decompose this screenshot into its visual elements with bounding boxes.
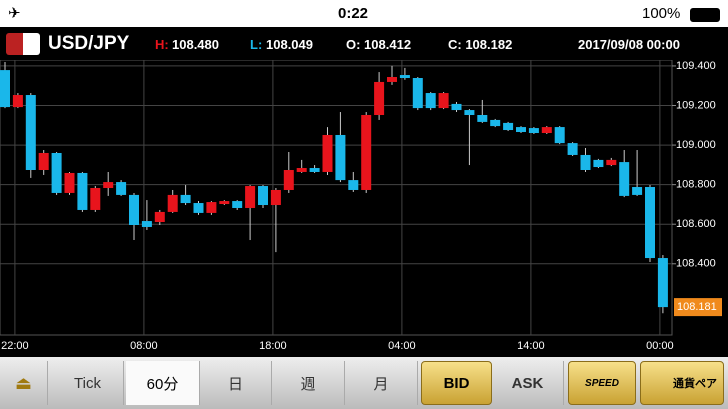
candle-body [645,187,655,259]
month-button[interactable]: 月 [345,361,418,405]
candle-body [12,95,23,108]
x-tick-label: 00:00 [646,340,674,352]
candle-body [167,194,178,212]
candle-body [399,75,410,79]
high: 108.480 [172,37,219,52]
candle-body [90,188,101,210]
candle-body [374,81,385,115]
y-tick-label: 108.800 [676,179,716,191]
flag-icon [6,33,40,55]
low-label: L: [250,37,263,52]
battery-icon [690,8,720,22]
candle-body [541,127,552,134]
datetime: 2017/09/08 00:00 [578,37,680,52]
candle-body [283,170,294,190]
low: 108.049 [266,37,313,52]
battery-text: 100% [642,5,681,22]
candle-body [129,194,139,225]
clock: 0:22 [338,5,369,22]
x-tick-label: 22:00 [1,340,29,352]
candle-body [322,134,333,172]
candle-body [348,180,359,190]
candle-body [116,182,127,195]
candle-body [580,154,591,170]
candle-body [77,172,88,210]
x-tick-label: 08:00 [130,340,158,352]
x-tick-label: 18:00 [259,340,287,352]
candle-body [425,93,436,109]
high-label: H: [155,37,169,52]
candle-body [503,122,514,131]
candle-body [103,182,114,189]
week-button[interactable]: 週 [272,361,345,405]
candle-body [180,194,191,204]
candle-body [25,95,36,170]
candle-body [38,152,49,170]
candle-body [193,203,204,213]
candle-body [657,258,668,308]
60min-button[interactable]: 60分 [126,361,200,405]
status-bar: ✈ 0:22 100% [0,0,728,27]
speed-button[interactable]: SPEED [568,361,636,405]
candle-body [219,201,230,205]
menu-button[interactable]: ⏏ [0,361,48,405]
candle-body [232,201,243,208]
candle-body [593,159,604,168]
open: O: 108.412 [346,37,412,52]
candle-body [554,127,565,144]
y-tick-label: 109.000 [676,139,716,151]
candle-body [141,221,152,227]
candle-body [451,103,462,111]
candle-body [309,168,320,172]
candle-body [632,187,643,195]
y-tick-label: 109.400 [676,60,716,72]
candle-body [361,115,372,190]
plot-area [0,60,673,336]
x-tick-label: 14:00 [517,340,545,352]
close: C: 108.182 [448,37,513,52]
candle-body [258,186,268,206]
candle-body [516,127,526,133]
ask-button[interactable]: ASK [492,361,564,405]
candle-body [335,134,346,181]
candle-body [412,78,423,109]
y-tick-label: 109.200 [676,99,716,111]
candle-body [64,172,75,193]
candle-body [296,168,307,172]
candle-body [619,162,630,196]
candle-body [606,159,617,166]
chart: 109.400 109.200 109.000 108.800 108.600 108.4… [0,60,722,352]
price-tag-bg [674,298,722,317]
candle-body [490,119,501,127]
airplane-icon: ✈ [8,5,21,22]
header: USD/JPY H: 108.480 L: 108.049 O: 108.412… [0,27,728,60]
y-tick-label: 108.600 [676,218,716,230]
y-tick-label: 108.400 [676,258,716,270]
price-tag: 108.181 [677,301,717,313]
candle-body [154,211,165,223]
candle-body [206,202,217,213]
toolbar: ⏏ Tick 60分 日 週 月 BID ASK SPEED 通貨ペア [0,357,728,409]
candle-body [270,189,281,206]
candle-body [477,115,488,122]
candle-body [464,110,475,115]
x-tick-label: 04:00 [388,340,416,352]
candle-body [51,152,62,193]
candle-body [438,93,449,109]
candle-body [387,77,397,82]
candle-body [528,128,539,134]
pair: USD/JPY [48,33,130,54]
day-button[interactable]: 日 [200,361,272,405]
tick-button[interactable]: Tick [52,361,124,405]
candle-body [245,186,256,208]
bid-button[interactable]: BID [421,361,492,405]
candle-body [567,143,578,155]
candle-body [0,70,10,108]
pair-button[interactable]: 通貨ペア [640,361,724,405]
